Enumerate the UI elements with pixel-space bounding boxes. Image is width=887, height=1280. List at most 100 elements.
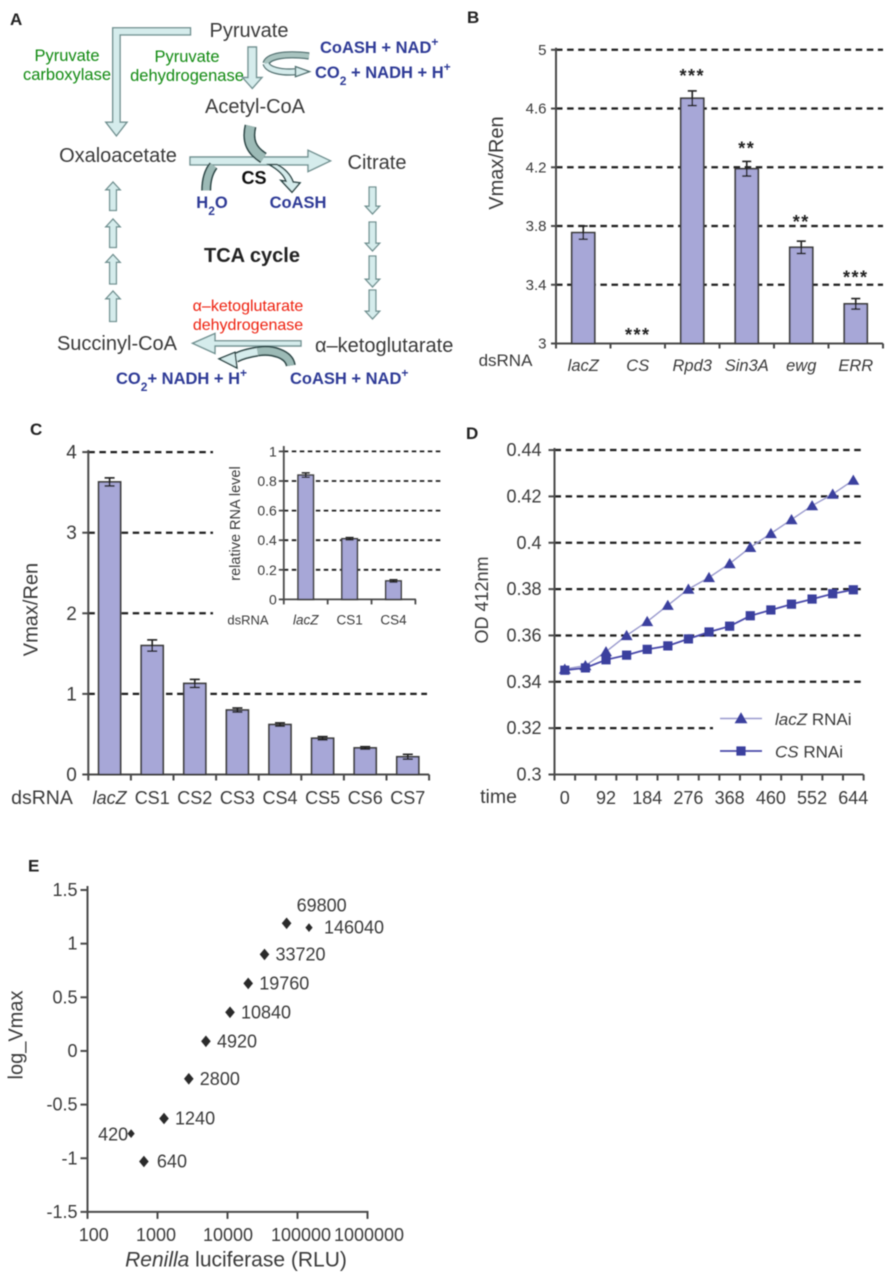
svg-text:3: 3	[66, 523, 77, 544]
svg-text:dsRNA: dsRNA	[227, 613, 269, 628]
svg-text:640: 640	[157, 1151, 187, 1171]
svg-text:10840: 10840	[241, 1002, 291, 1022]
svg-text:0: 0	[269, 591, 277, 607]
svg-text:α–ketoglutarate: α–ketoglutarate	[193, 298, 304, 315]
svg-text:100000: 100000	[271, 1225, 331, 1245]
svg-text:19760: 19760	[259, 973, 309, 993]
svg-text:CS4: CS4	[380, 613, 407, 628]
svg-text:3.4: 3.4	[526, 277, 547, 294]
svg-text:D: D	[466, 424, 478, 443]
svg-text:0.44: 0.44	[506, 440, 541, 460]
svg-text:100: 100	[79, 1225, 109, 1245]
svg-text:-1.5: -1.5	[46, 1202, 77, 1222]
svg-text:Pyruvate: Pyruvate	[154, 48, 219, 66]
svg-text:log_Vmax: log_Vmax	[6, 991, 28, 1080]
svg-text:Acetyl-CoA: Acetyl-CoA	[205, 96, 306, 118]
svg-text:A: A	[10, 10, 22, 29]
svg-text:1: 1	[67, 934, 77, 954]
svg-text:dsRNA: dsRNA	[11, 787, 73, 809]
svg-text:0.3: 0.3	[516, 765, 541, 785]
svg-text:0.5: 0.5	[52, 987, 77, 1007]
svg-text:CS2: CS2	[177, 788, 212, 808]
svg-text:-1: -1	[61, 1148, 77, 1168]
svg-text:0.38: 0.38	[506, 579, 541, 599]
svg-text:CS1: CS1	[336, 613, 362, 628]
svg-text:Succinyl-CoA: Succinyl-CoA	[57, 333, 178, 355]
svg-text:0: 0	[560, 788, 570, 808]
svg-text:dehydrogenase: dehydrogenase	[193, 317, 303, 334]
svg-text:dehydrogenase: dehydrogenase	[130, 67, 244, 85]
svg-text:TCA cycle: TCA cycle	[204, 245, 300, 267]
svg-text:CS7: CS7	[390, 788, 425, 808]
svg-text:carboxylase: carboxylase	[23, 66, 111, 84]
svg-text:CS6: CS6	[348, 788, 383, 808]
svg-text:0: 0	[67, 1041, 77, 1061]
svg-text:69800: 69800	[297, 895, 347, 915]
svg-text:1000000: 1000000	[334, 1225, 404, 1245]
svg-text:0: 0	[66, 765, 77, 786]
svg-text:lacZ: lacZ	[93, 788, 128, 808]
svg-text:0.6: 0.6	[257, 503, 277, 519]
svg-text:552: 552	[797, 788, 827, 808]
svg-text:276: 276	[673, 788, 703, 808]
svg-text:2800: 2800	[200, 1069, 240, 1089]
svg-text:CS: CS	[626, 357, 649, 375]
svg-text:CoASH + NAD+: CoASH + NAD+	[320, 35, 438, 57]
svg-text:CoASH: CoASH	[270, 194, 327, 212]
svg-text:4920: 4920	[217, 1031, 257, 1051]
svg-text:C: C	[30, 420, 42, 439]
svg-text:0.34: 0.34	[506, 672, 541, 692]
svg-text:time: time	[480, 786, 517, 808]
svg-text:Sin3A: Sin3A	[725, 357, 769, 375]
svg-text:OD 412nm: OD 412nm	[472, 556, 492, 643]
svg-text:**: **	[793, 212, 810, 232]
svg-text:3.8: 3.8	[526, 218, 547, 235]
svg-text:5: 5	[538, 42, 546, 59]
svg-text:CS5: CS5	[305, 788, 340, 808]
svg-text:0.42: 0.42	[506, 486, 541, 506]
svg-text:**: **	[738, 139, 755, 159]
svg-text:Citrate: Citrate	[348, 152, 407, 174]
svg-text:H2O: H2O	[196, 194, 228, 218]
svg-text:1000: 1000	[136, 1225, 176, 1245]
svg-text:ERR: ERR	[838, 357, 873, 375]
svg-text:1: 1	[269, 443, 277, 459]
svg-text:***: ***	[625, 325, 651, 345]
svg-text:relative RNA level: relative RNA level	[228, 466, 244, 580]
svg-text:CS RNAi: CS RNAi	[775, 743, 843, 762]
svg-text:CoASH + NAD+: CoASH + NAD+	[290, 366, 408, 388]
svg-text:33720: 33720	[275, 944, 325, 964]
svg-text:92: 92	[596, 788, 616, 808]
svg-text:CS1: CS1	[135, 788, 170, 808]
svg-text:460: 460	[756, 788, 786, 808]
svg-text:Pyruvate: Pyruvate	[210, 20, 289, 42]
svg-text:E: E	[28, 857, 39, 876]
svg-text:0.2: 0.2	[257, 562, 277, 578]
svg-text:***: ***	[843, 268, 869, 288]
svg-text:4.2: 4.2	[526, 159, 547, 176]
svg-text:CO2 + NADH + H+: CO2 + NADH + H+	[315, 60, 451, 88]
svg-text:Pyruvate: Pyruvate	[34, 47, 99, 65]
svg-text:0.4: 0.4	[516, 533, 541, 553]
svg-text:4.6: 4.6	[526, 101, 547, 118]
svg-text:0.36: 0.36	[506, 625, 541, 645]
svg-text:ewg: ewg	[786, 357, 817, 375]
svg-text:184: 184	[632, 788, 662, 808]
svg-text:Renilla luciferase (RLU): Renilla luciferase (RLU)	[125, 1249, 347, 1272]
svg-text:1: 1	[66, 684, 77, 705]
svg-text:368: 368	[715, 788, 745, 808]
svg-text:420: 420	[98, 1125, 128, 1145]
svg-text:lacZ: lacZ	[568, 357, 600, 375]
svg-text:-0.5: -0.5	[46, 1095, 77, 1115]
svg-text:α–ketoglutarate: α–ketoglutarate	[315, 335, 453, 357]
svg-text:Rpd3: Rpd3	[673, 357, 713, 375]
svg-text:CO2+ NADH + H+: CO2+ NADH + H+	[116, 366, 247, 394]
svg-text:3: 3	[538, 336, 546, 353]
svg-text:0.8: 0.8	[257, 473, 277, 489]
svg-text:Vmax/Ren: Vmax/Ren	[21, 563, 43, 656]
svg-text:***: ***	[679, 66, 705, 86]
svg-text:Vmax/Ren: Vmax/Ren	[486, 116, 508, 209]
svg-text:1.5: 1.5	[52, 880, 77, 900]
svg-text:4: 4	[66, 443, 77, 464]
svg-text:Oxaloacetate: Oxaloacetate	[59, 145, 177, 167]
